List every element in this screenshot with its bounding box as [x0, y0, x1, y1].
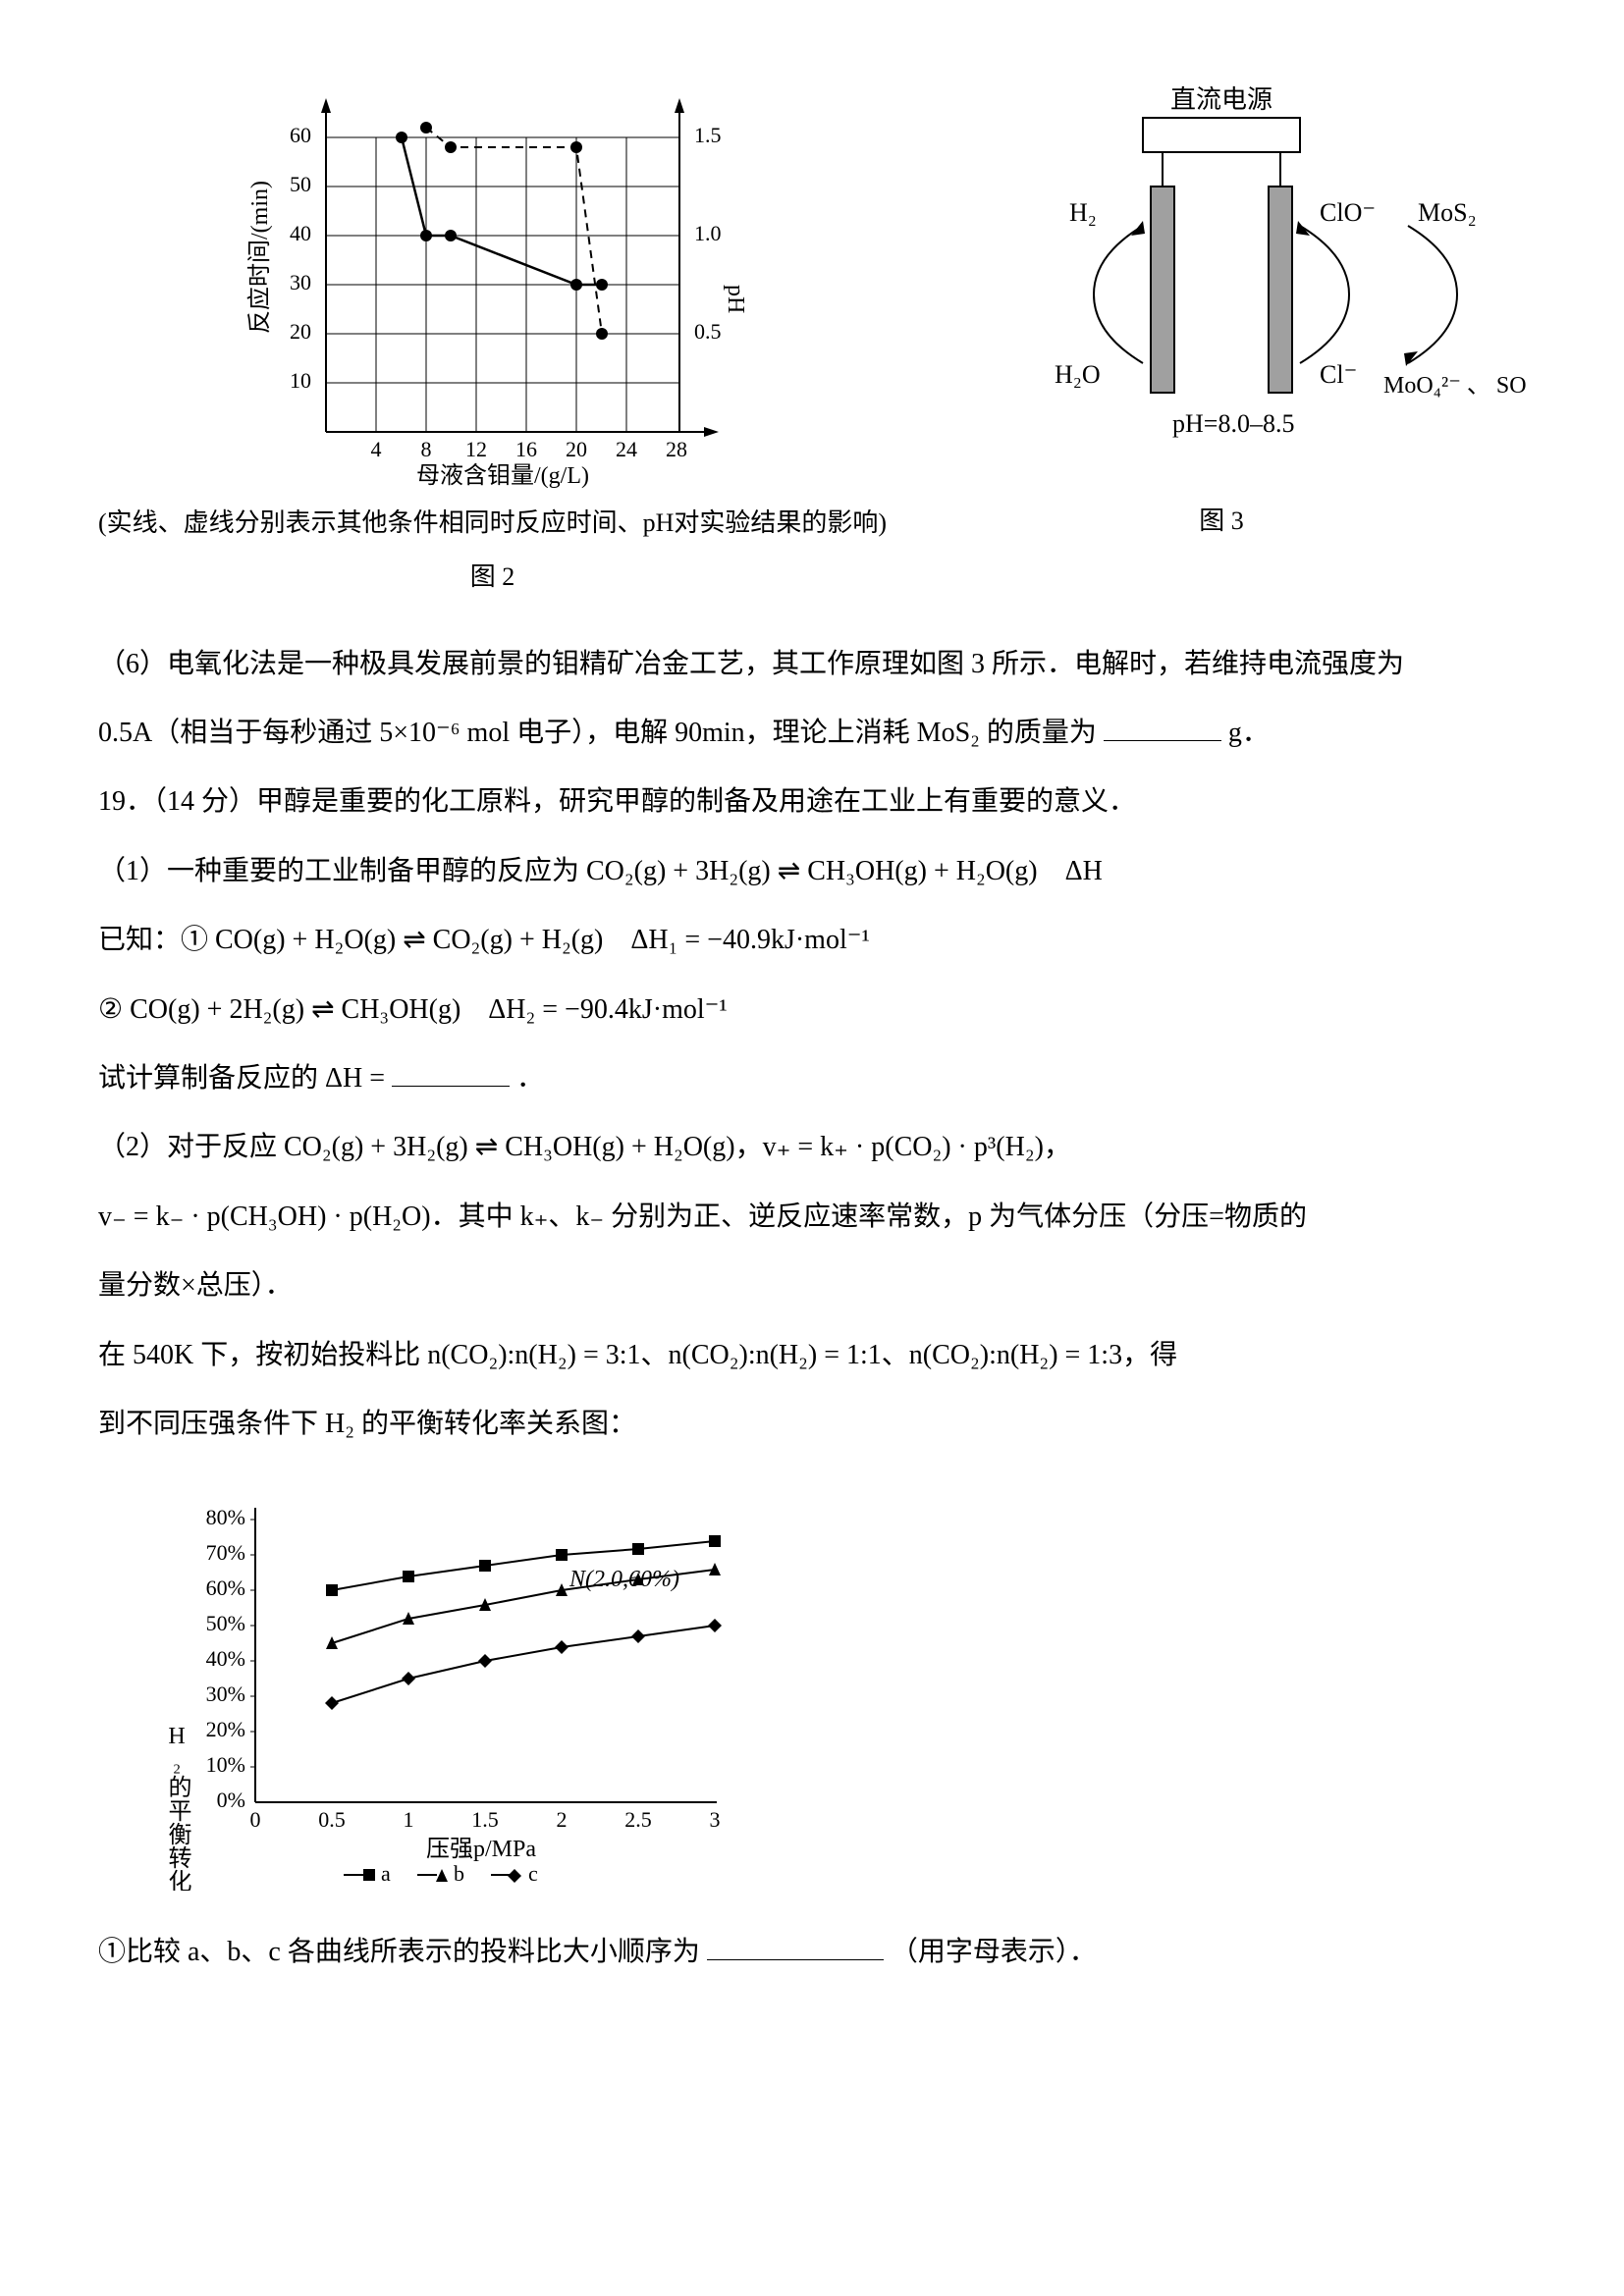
question-19-calc: 试计算制备反应的 ΔH = ． — [98, 1054, 1526, 1103]
figure-2-block: 10 20 30 40 50 60 0.5 1.0 1.5 4 8 12 16 … — [98, 79, 887, 601]
chart2-xlabel: 压强p/MPa — [426, 1837, 536, 1862]
svg-text:50%: 50% — [206, 1611, 245, 1635]
svg-text:28: 28 — [666, 437, 687, 461]
question-6: （6）电氧化法是一种极具发展前景的钼精矿冶金工艺，其工作原理如图 3 所示．电解… — [98, 640, 1526, 689]
question-19-part2-l5: 到不同压强条件下 H₂ 的平衡转化率关系图： — [98, 1400, 1526, 1449]
svg-text:0.5: 0.5 — [694, 319, 722, 344]
figure-2-caption: (实线、虚线分别表示其他条件相同时反应时间、pH对实验结果的影响) — [98, 501, 887, 547]
svg-text:MoS₂: MoS₂ — [1418, 198, 1477, 227]
figure-2-label: 图 2 — [470, 555, 515, 601]
q6-blank[interactable] — [1104, 712, 1221, 741]
svg-text:24: 24 — [616, 437, 637, 461]
svg-text:70%: 70% — [206, 1540, 245, 1565]
question-final: ①比较 a、b、c 各曲线所表示的投料比大小顺序为 （用字母表示）． — [98, 1928, 1526, 1977]
svg-text:2.5: 2.5 — [624, 1807, 652, 1832]
question-19-part2-l1: （2）对于反应 CO₂(g) + 3H₂(g) ⇌ CH₃OH(g) + H₂O… — [98, 1123, 1526, 1172]
svg-text:0%: 0% — [217, 1788, 245, 1812]
svg-text:ClO⁻: ClO⁻ — [1320, 198, 1376, 227]
q19-calc-blank[interactable] — [392, 1057, 510, 1087]
question-6-line2: 0.5A（相当于每秒通过 5×10⁻⁶ mol 电子），电解 90min，理论上… — [98, 709, 1526, 758]
svg-text:60%: 60% — [206, 1575, 245, 1600]
svg-text:0.5: 0.5 — [318, 1807, 346, 1832]
svg-text:b: b — [454, 1861, 464, 1886]
figure-2-chart: 10 20 30 40 50 60 0.5 1.0 1.5 4 8 12 16 … — [238, 79, 748, 491]
qfinal-prefix: ①比较 a、b、c 各曲线所表示的投料比大小顺序为 — [98, 1937, 700, 1967]
question-19-header: 19．（14 分）甲醇是重要的化工原料，研究甲醇的制备及用途在工业上有重要的意义… — [98, 777, 1526, 827]
svg-text:a: a — [381, 1861, 391, 1886]
qfinal-blank[interactable] — [707, 1931, 884, 1960]
chart2-annotation: N(2.0,60%) — [568, 1567, 679, 1592]
svg-text:60: 60 — [290, 123, 311, 147]
question-19-part1: （1）一种重要的工业制备甲醇的反应为 CO₂(g) + 3H₂(g) ⇌ CH₃… — [98, 847, 1526, 896]
fig3-ph: pH=8.0–8.5 — [1172, 409, 1294, 438]
fig3-power: 直流电源 — [1170, 85, 1272, 114]
fig2-xlabel: 母液含钼量/(g/L) — [416, 462, 589, 489]
chart-2: 0% 10% 20% 30% 40% 50% 60% 70% 80% 0 0.5… — [137, 1478, 766, 1891]
svg-text:0: 0 — [250, 1807, 261, 1832]
svg-text:16: 16 — [515, 437, 537, 461]
svg-text:30: 30 — [290, 270, 311, 294]
q6-suffix: g． — [1228, 718, 1270, 748]
figures-row: 10 20 30 40 50 60 0.5 1.0 1.5 4 8 12 16 … — [98, 79, 1526, 601]
svg-text:80%: 80% — [206, 1505, 245, 1529]
figure-3-diagram: 直流电源 H₂ H₂O ClO⁻ Cl⁻ MoS₂ MoO₄²⁻ 、 SO₄²⁻… — [917, 79, 1526, 491]
svg-text:40%: 40% — [206, 1646, 245, 1671]
svg-text:反应时间/(min): 反应时间/(min) — [246, 181, 273, 334]
svg-text:pH: pH — [723, 285, 748, 313]
svg-text:8: 8 — [420, 437, 431, 461]
chart2-ylabel: H₂的平衡转化率 — [164, 1724, 191, 1891]
svg-text:20: 20 — [290, 319, 311, 344]
svg-text:20%: 20% — [206, 1717, 245, 1741]
svg-text:30%: 30% — [206, 1682, 245, 1706]
svg-text:12: 12 — [465, 437, 487, 461]
svg-text:1: 1 — [404, 1807, 414, 1832]
chart-2-container: 0% 10% 20% 30% 40% 50% 60% 70% 80% 0 0.5… — [137, 1478, 1526, 1907]
qfinal-suffix: （用字母表示）． — [891, 1937, 1097, 1967]
figure-3-label: 图 3 — [1199, 499, 1244, 545]
figure-3-block: 直流电源 H₂ H₂O ClO⁻ Cl⁻ MoS₂ MoO₄²⁻ 、 SO₄²⁻… — [917, 79, 1526, 601]
question-19-part2-l2: v₋ = k₋ · p(CH₃OH) · p(H₂O)．其中 k₊、k₋ 分别为… — [98, 1193, 1526, 1242]
q19-calc-prefix: 试计算制备反应的 ΔH = — [98, 1063, 385, 1094]
q19-calc-suffix: ． — [516, 1063, 544, 1094]
svg-text:40: 40 — [290, 221, 311, 245]
q6-line2: 0.5A（相当于每秒通过 5×10⁻⁶ mol 电子），电解 90min，理论上… — [98, 718, 1097, 748]
q6-prefix: （6）电氧化法是一种极具发展前景的钼精矿冶金工艺，其工作原理如图 3 所示．电解… — [98, 649, 1404, 679]
svg-text:3: 3 — [710, 1807, 721, 1832]
svg-text:1.0: 1.0 — [694, 221, 722, 245]
svg-text:MoO₄²⁻ 、 SO₄²⁻: MoO₄²⁻ 、 SO₄²⁻ — [1383, 373, 1526, 399]
svg-text:Cl⁻: Cl⁻ — [1320, 360, 1357, 389]
svg-text:H₂O: H₂O — [1055, 360, 1101, 389]
svg-text:20: 20 — [566, 437, 587, 461]
svg-text:10: 10 — [290, 368, 311, 393]
svg-text:1.5: 1.5 — [471, 1807, 499, 1832]
question-19-known1: 已知：① CO(g) + H₂O(g) ⇌ CO₂(g) + H₂(g) ΔH₁… — [98, 916, 1526, 965]
question-19-known2: ② CO(g) + 2H₂(g) ⇌ CH₃OH(g) ΔH₂ = −90.4k… — [98, 986, 1526, 1035]
svg-text:1.5: 1.5 — [694, 123, 722, 147]
svg-text:c: c — [528, 1861, 538, 1886]
svg-text:10%: 10% — [206, 1752, 245, 1777]
svg-text:H₂: H₂ — [1069, 198, 1097, 227]
svg-text:4: 4 — [370, 437, 381, 461]
svg-text:50: 50 — [290, 172, 311, 196]
question-19-part2-l3: 量分数×总压）． — [98, 1261, 1526, 1310]
question-19-part2-l4: 在 540K 下，按初始投料比 n(CO₂):n(H₂) = 3:1、n(CO₂… — [98, 1331, 1526, 1380]
svg-text:2: 2 — [557, 1807, 568, 1832]
